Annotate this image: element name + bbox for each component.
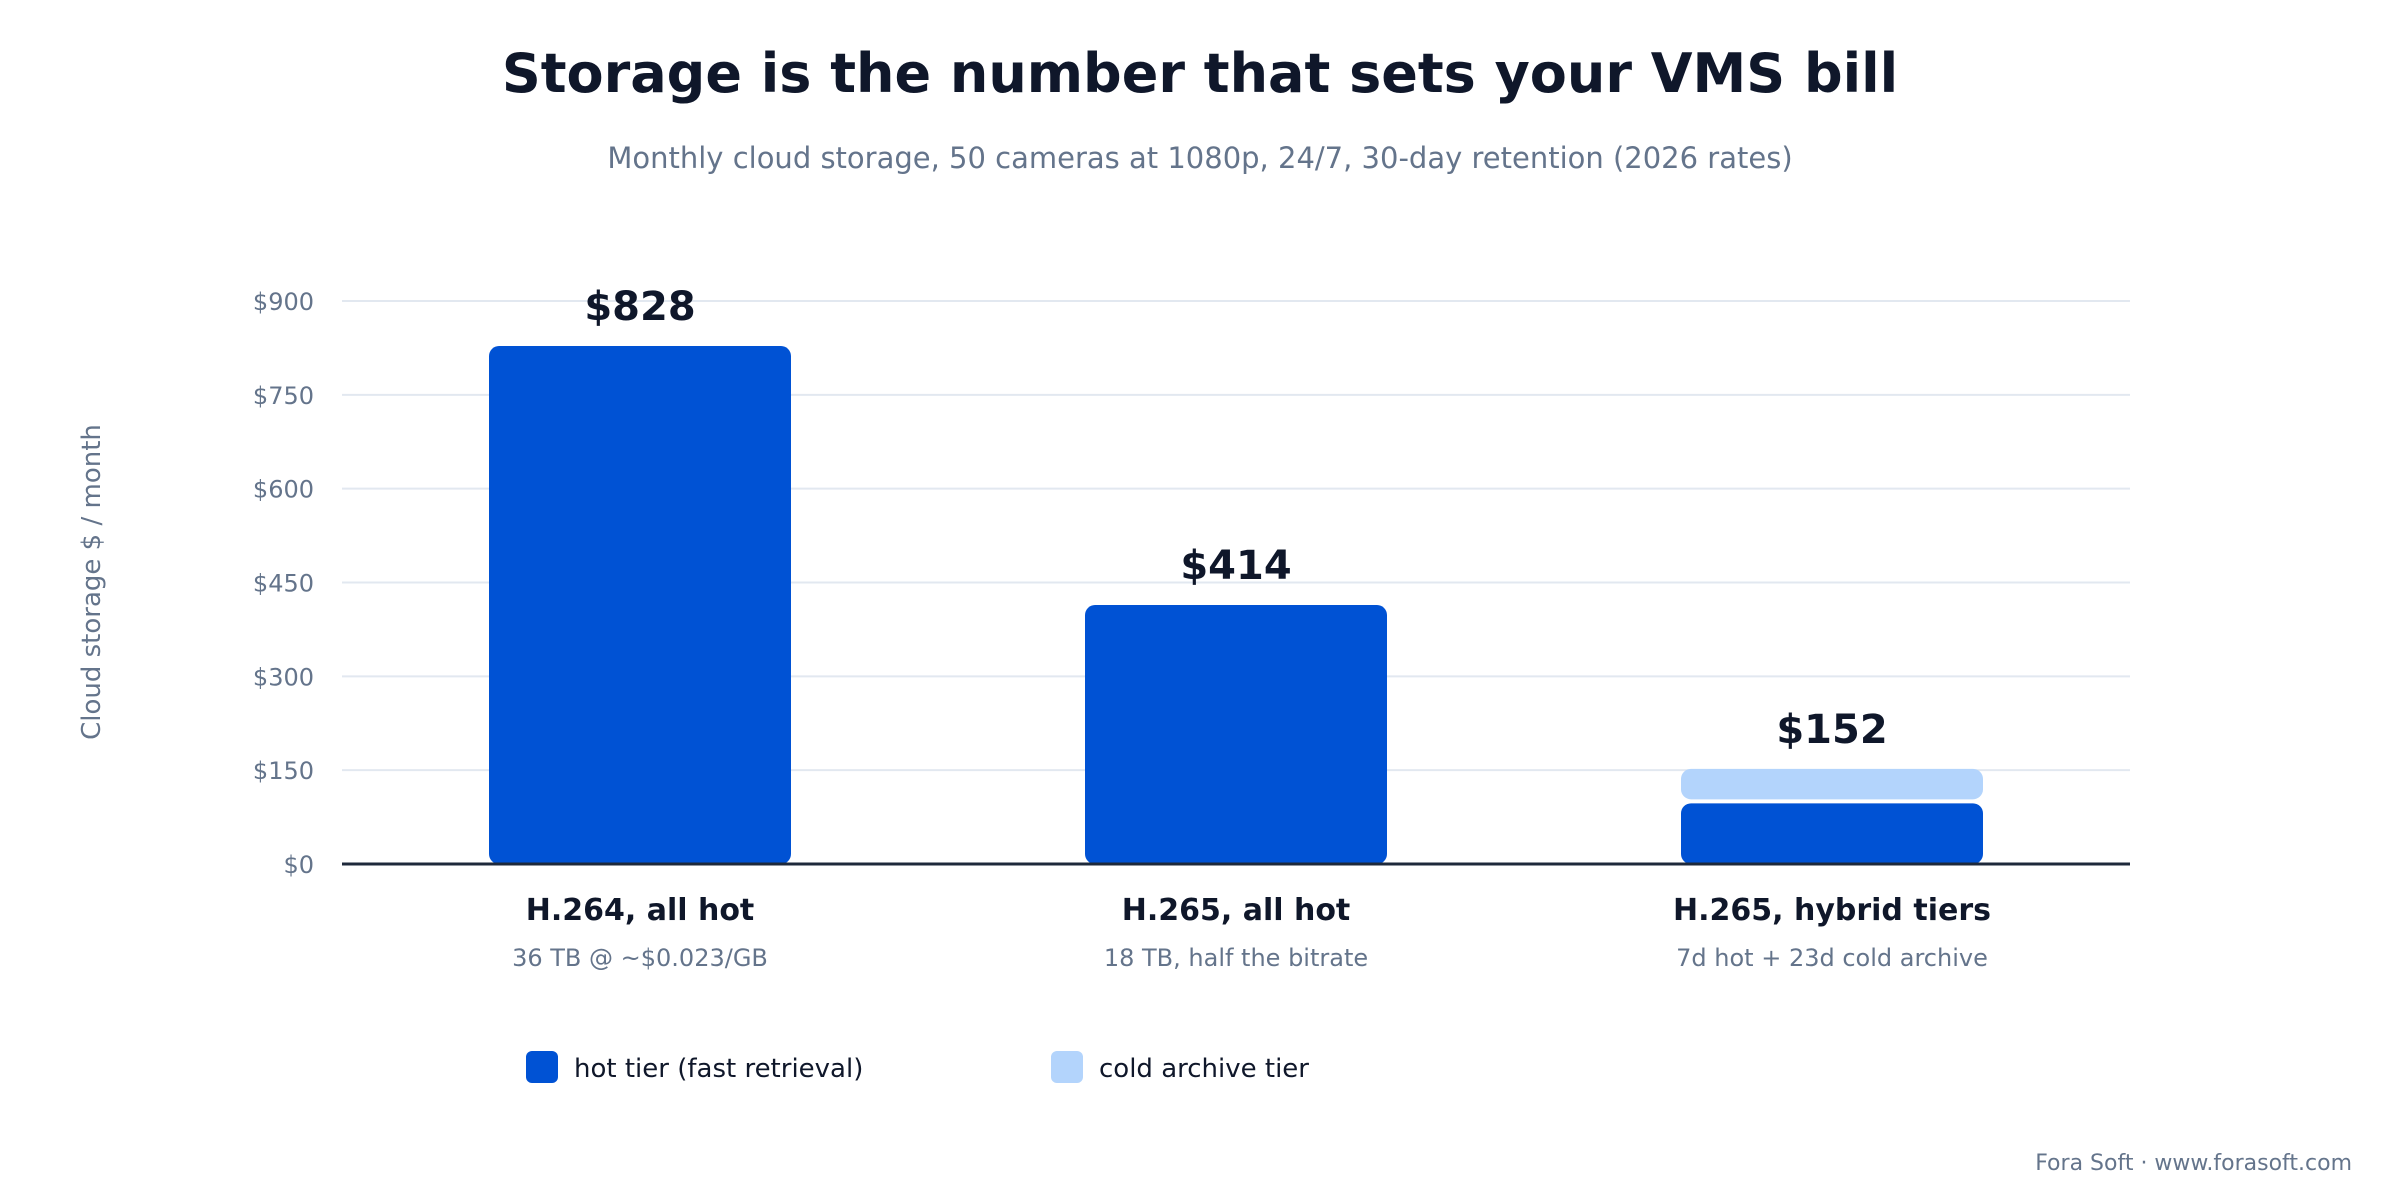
y-tick-label: $0 (283, 851, 314, 879)
bar-hot-2 (1085, 605, 1387, 864)
chart-subtitle: Monthly cloud storage, 50 cameras at 108… (607, 141, 1792, 175)
legend-swatch (1051, 1051, 1083, 1083)
x-category-label: H.264, all hot (526, 893, 755, 928)
data-label: $828 (584, 284, 695, 330)
bar-cold-3 (1681, 768, 1983, 800)
legend-label: hot tier (fast retrieval) (574, 1054, 863, 1084)
legend-item: hot tier (fast retrieval) (526, 1051, 863, 1084)
legend-label: cold archive tier (1099, 1054, 1309, 1084)
y-tick-label: $600 (253, 476, 314, 504)
y-axis-ticks: $0 $150 $300 $450 $600 $750 $900 (253, 288, 314, 879)
bar-hot-3 (1681, 803, 1983, 864)
legend: hot tier (fast retrieval) cold archive ti… (526, 1051, 1309, 1084)
y-tick-label: $300 (253, 663, 314, 691)
x-category-label: H.265, hybrid tiers (1673, 893, 1991, 928)
bars (489, 346, 1983, 864)
legend-item: cold archive tier (1051, 1051, 1309, 1084)
x-axis-categories: H.264, all hot 36 TB @ ~$0.023/GB H.265, a… (512, 893, 1991, 972)
x-category-sublabel: 36 TB @ ~$0.023/GB (512, 944, 768, 972)
data-label: $152 (1776, 707, 1887, 753)
y-axis-label: Cloud storage $ / month (77, 424, 107, 740)
source-credit: Fora Soft · www.forasoft.com (2035, 1151, 2352, 1176)
legend-swatch (526, 1051, 558, 1083)
data-labels: $828 $414 $152 (584, 284, 1887, 753)
x-category-sublabel: 18 TB, half the bitrate (1104, 944, 1368, 972)
y-tick-label: $450 (253, 570, 314, 598)
chart-title: Storage is the number that sets your VMS… (502, 42, 1898, 105)
y-tick-label: $150 (253, 757, 314, 785)
y-tick-label: $750 (253, 382, 314, 410)
y-tick-label: $900 (253, 288, 314, 316)
x-category-sublabel: 7d hot + 23d cold archive (1676, 944, 1988, 972)
bar-hot-1 (489, 346, 791, 864)
data-label: $414 (1180, 543, 1291, 589)
x-category-label: H.265, all hot (1122, 893, 1351, 928)
